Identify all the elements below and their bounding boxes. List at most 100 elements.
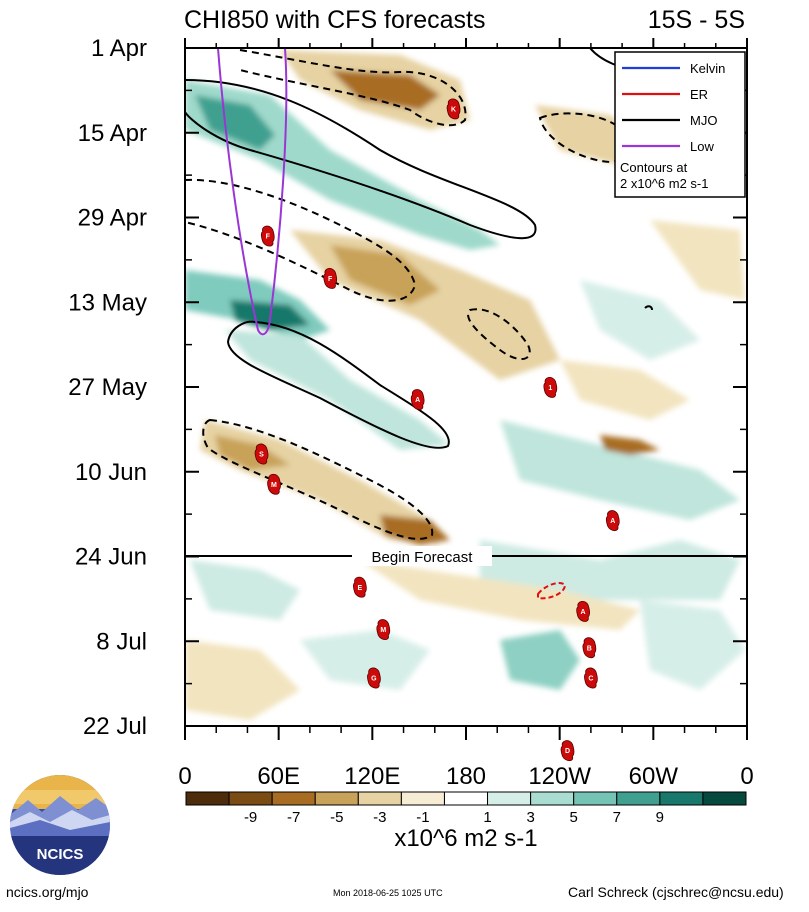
y-tick-label: 22 Jul <box>83 713 147 740</box>
cyclone-label: F <box>266 234 271 241</box>
colorbar-label: -9 <box>244 809 257 826</box>
colorbar-label: -3 <box>373 809 386 826</box>
cyclone-symbol <box>267 473 281 495</box>
y-tick-label: 24 Jun <box>75 544 147 571</box>
colorbar-label: -5 <box>330 809 343 826</box>
cyclone-symbol <box>560 740 575 762</box>
cyclone-label: A <box>415 397 420 404</box>
colorbar-label: 5 <box>570 809 578 826</box>
mjo-contour <box>226 320 450 449</box>
colorbar-swatch <box>271 791 316 806</box>
colorbar-label: -7 <box>287 809 300 826</box>
colorbar-swatch <box>357 791 402 806</box>
colorbar-label: 7 <box>613 809 621 826</box>
cyclone-symbol <box>260 225 275 247</box>
cyclone-symbol <box>582 637 597 659</box>
er-contour <box>185 178 417 302</box>
y-tick-label: 15 Apr <box>78 120 147 147</box>
cyclone-label: F <box>328 276 333 283</box>
footer-url: ncics.org/mjo <box>6 884 89 900</box>
footer-timestamp: Mon 2018-06-25 1025 UTC <box>333 888 443 898</box>
begin-forecast-label: Begin Forecast <box>372 549 474 566</box>
cyclone-marker: C <box>583 667 598 689</box>
cyclone-label: A <box>581 609 586 616</box>
y-tick-label: 13 May <box>68 289 147 316</box>
x-tick-label: 60W <box>629 763 679 790</box>
mjo-contour <box>185 79 537 240</box>
cyclone-label: D <box>565 748 570 755</box>
low-contour <box>217 48 288 336</box>
cyclone-marker: D <box>560 740 575 762</box>
colorbar-swatch <box>573 791 618 806</box>
colorbar-label: 9 <box>656 809 664 826</box>
legend-label-kelvin: Kelvin <box>690 61 725 76</box>
cyclone-marker: 1 <box>543 377 558 398</box>
cyclone-marker: E <box>352 576 367 598</box>
cyclone-symbol <box>254 443 269 465</box>
small-contour <box>644 305 653 311</box>
colorbar-label: 1 <box>483 809 491 826</box>
legend-label-low: Low <box>690 139 714 154</box>
begin-forecast-bg <box>352 546 492 566</box>
x-tick-label: 0 <box>740 763 753 790</box>
colorbar-label: -1 <box>416 809 429 826</box>
colorbar-swatch <box>228 791 273 806</box>
cyclone-label: K <box>451 107 456 114</box>
y-axis: 1 Apr 15 Apr 29 Apr 13 May 27 May 10 Jun 24 Ju… <box>68 35 747 740</box>
x-tick-label: 120W <box>528 763 591 790</box>
x-tick-label: 120E <box>344 763 400 790</box>
er-contour <box>239 49 467 127</box>
cyclone-symbol <box>366 667 381 689</box>
cyclone-symbol <box>605 510 620 532</box>
colorbar-swatch <box>702 791 747 806</box>
cyclone-symbol <box>583 667 598 689</box>
legend-note-line1: Contours at <box>620 160 688 175</box>
cyclone-marker: M <box>267 473 281 495</box>
cyclone-symbol <box>543 377 558 398</box>
x-axis: 0 60E 120E 180 120W 60W 0 <box>178 38 754 790</box>
legend: Kelvin ER MJO Low Contours at 2 x10^6 m2 s-… <box>614 51 746 198</box>
chart-title: CHI850 with CFS forecasts <box>184 6 486 34</box>
cyclone-label: C <box>588 676 593 683</box>
x-tick-label: 60E <box>257 763 300 790</box>
er-contour <box>202 418 434 540</box>
cyclone-symbol <box>323 268 338 289</box>
cyclone-label: B <box>587 645 592 652</box>
cyclone-label: G <box>371 676 377 683</box>
cyclone-marker: A <box>605 510 620 532</box>
colorbar: -9 -7 -5 -3 -1 1 3 5 7 9 <box>185 791 747 826</box>
er-forecast-contour <box>537 582 567 600</box>
y-tick-label: 29 Apr <box>78 205 147 232</box>
colorbar-swatch <box>530 791 575 806</box>
y-tick-label: 10 Jun <box>75 459 147 486</box>
region-label: 15S - 5S <box>648 6 745 34</box>
cyclone-symbol <box>446 98 461 120</box>
footer-author: Carl Schreck (cjschrec@ncsu.edu) <box>568 884 784 900</box>
cyclone-marker: F <box>260 225 275 247</box>
cyclone-marker: A <box>576 600 590 622</box>
colorbar-swatch <box>443 791 489 806</box>
cyclone-symbol <box>576 600 590 622</box>
cyclone-marker: K <box>446 98 461 120</box>
cyclone-label: E <box>358 585 363 592</box>
cyclone-marker: M <box>376 619 391 641</box>
legend-label-er: ER <box>690 87 708 102</box>
y-tick-label: 8 Jul <box>96 628 147 655</box>
cyclone-label: 1 <box>548 385 552 392</box>
colorbar-label: 3 <box>526 809 534 826</box>
cyclone-marker: F <box>323 268 338 289</box>
cyclone-symbol <box>352 576 367 598</box>
cyclone-marker: B <box>582 637 597 659</box>
colorbar-swatch <box>616 791 661 806</box>
er-contour <box>467 308 531 360</box>
colorbar-swatch <box>487 791 532 806</box>
cyclone-marker: A <box>410 389 425 411</box>
y-tick-label: 27 May <box>68 374 147 401</box>
colorbar-swatch <box>659 791 704 806</box>
ncics-logo: NCICS <box>10 775 110 875</box>
y-tick-label: 1 Apr <box>91 35 147 62</box>
cyclone-label: A <box>610 518 615 525</box>
x-tick-label: 0 <box>178 763 191 790</box>
